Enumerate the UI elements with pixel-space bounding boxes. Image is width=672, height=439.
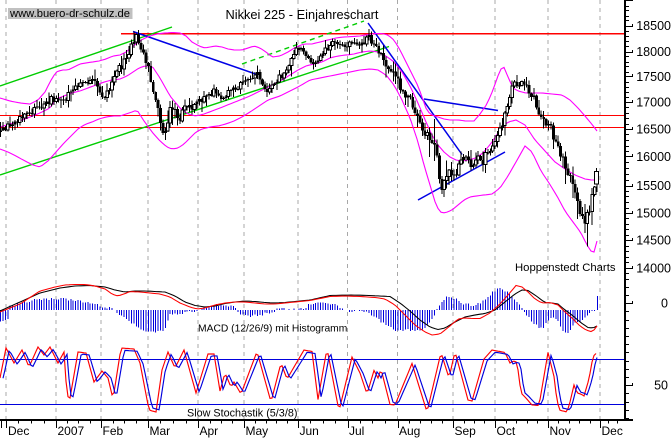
svg-text:17500: 17500: [636, 70, 671, 84]
svg-text:14000: 14000: [636, 261, 671, 275]
svg-text:Jun: Jun: [300, 424, 319, 438]
svg-text:Dec: Dec: [602, 424, 623, 438]
svg-text:Slow Stochastik (5/3/8): Slow Stochastik (5/3/8): [187, 408, 297, 420]
svg-text:Nov: Nov: [550, 424, 571, 438]
svg-text:0: 0: [661, 297, 668, 311]
svg-text:17000: 17000: [636, 95, 671, 109]
svg-text:Nikkei 225 - Einjahreschart: Nikkei 225 - Einjahreschart: [226, 7, 379, 22]
svg-text:16000: 16000: [636, 150, 671, 164]
svg-text:2007: 2007: [58, 424, 85, 438]
svg-text:Sep: Sep: [455, 424, 477, 438]
svg-text:14500: 14500: [636, 233, 671, 247]
svg-text:MACD (12/26/9) mit Histogramm: MACD (12/26/9) mit Histogramm: [198, 324, 347, 335]
svg-text:15000: 15000: [636, 206, 671, 220]
svg-text:50: 50: [654, 379, 668, 393]
svg-text:18500: 18500: [636, 19, 671, 33]
svg-text:www.buero-dr-schulz.de: www.buero-dr-schulz.de: [9, 8, 130, 20]
svg-text:Oct: Oct: [497, 424, 516, 438]
svg-text:15500: 15500: [636, 179, 671, 193]
svg-text:May: May: [246, 424, 269, 438]
svg-text:Dec: Dec: [8, 424, 29, 438]
svg-text:Apr: Apr: [200, 424, 219, 438]
svg-text:Feb: Feb: [103, 424, 124, 438]
svg-text:Jul: Jul: [349, 424, 364, 438]
svg-text:18000: 18000: [636, 45, 671, 59]
svg-text:Hoppenstedt Charts: Hoppenstedt Charts: [515, 262, 616, 274]
svg-text:Mar: Mar: [150, 424, 171, 438]
svg-text:Aug: Aug: [399, 424, 420, 438]
svg-text:16500: 16500: [636, 122, 671, 136]
